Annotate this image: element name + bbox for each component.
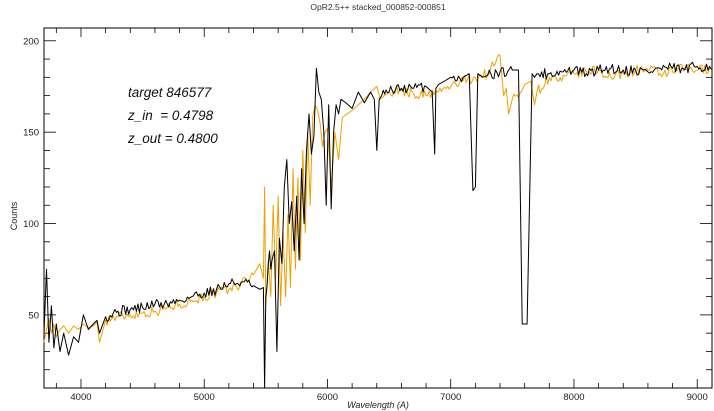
x-axis-label: Wavelength (A): [347, 400, 409, 410]
x-tick-label: 8000: [563, 392, 584, 403]
chart-title: OpR2.5++ stacked_000852-000851: [310, 2, 445, 12]
y-axis-label: Counts: [9, 201, 19, 230]
annotation-target: target 846577: [128, 85, 212, 100]
y-tick-labels: 50 100 150 200: [23, 36, 39, 321]
y-tick-label: 50: [28, 310, 39, 321]
y-tick-label: 200: [23, 36, 39, 47]
y-tick-label: 150: [23, 128, 39, 139]
x-tick-labels: 4000 5000 6000 7000 8000 9000: [70, 392, 707, 403]
axis-ticks: [44, 28, 712, 388]
x-tick-label: 4000: [70, 392, 91, 403]
y-tick-label: 100: [23, 219, 39, 230]
series-line-template: [43, 54, 712, 343]
x-tick-label: 7000: [440, 392, 461, 403]
annotation-z-in: z_in = 0.4798: [127, 108, 214, 123]
x-tick-label: 9000: [687, 392, 708, 403]
x-tick-label: 6000: [317, 392, 338, 403]
x-tick-label: 5000: [194, 392, 215, 403]
annotation-z-out: z_out = 0.4800: [127, 131, 218, 146]
series-line-observed: [43, 61, 713, 389]
plot-frame: [43, 27, 713, 389]
